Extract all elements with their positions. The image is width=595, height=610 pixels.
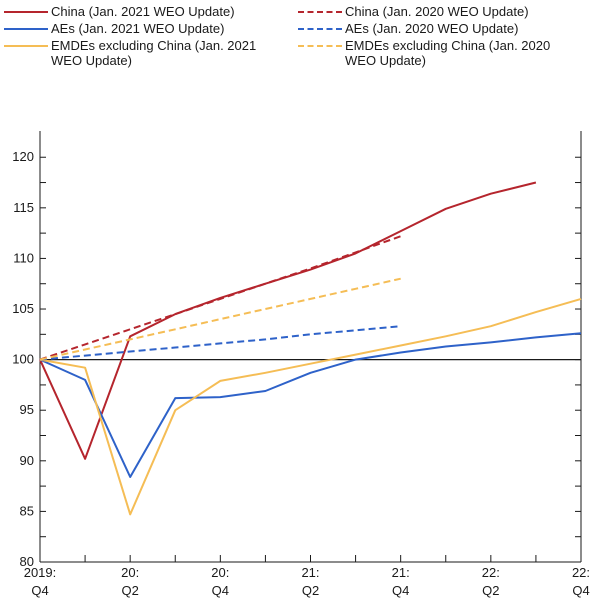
legend-label-emdes-excluding-china-jan-2021-weo-update: EMDEs excluding China (Jan. 2021 WEO Upda…: [51, 38, 256, 68]
legend-label-line: AEs (Jan. 2021 WEO Update): [51, 21, 225, 36]
series-line-china-jan-2021-weo-update: [39, 181, 537, 460]
y-tick-label: 95: [20, 402, 34, 417]
legend-label-line: WEO Update): [51, 53, 132, 68]
legend-swatch-emdes-excluding-china-jan-2021-weo-update: [4, 45, 48, 47]
series-line-aes-jan-2021-weo-update: [39, 332, 582, 478]
legend-label-line: EMDEs excluding China (Jan. 2021: [51, 38, 257, 53]
series-line-emdes-excluding-china-jan-2020-weo-update: [39, 277, 401, 361]
legend-label-line: WEO Update): [345, 53, 426, 68]
legend-label-china-jan-2020-weo-update: China (Jan. 2020 WEO Update): [345, 4, 529, 19]
x-tick-label: 2019: Q4: [24, 565, 57, 598]
legend-label-line: China (Jan. 2020 WEO Update): [345, 4, 529, 19]
legend-swatch-aes-jan-2021-weo-update: [4, 28, 48, 30]
legend-swatch-china-jan-2020-weo-update: [298, 11, 342, 13]
y-tick-label: 105: [12, 301, 34, 316]
y-tick-label: 120: [12, 149, 34, 164]
x-tick-label: 20: Q2: [121, 565, 139, 598]
legend-label-aes-jan-2020-weo-update: AEs (Jan. 2020 WEO Update): [345, 21, 518, 36]
legend-label-line: AEs (Jan. 2020 WEO Update): [345, 21, 519, 36]
x-tick-label: 21: Q4: [392, 565, 410, 598]
y-tick-label: 110: [13, 250, 34, 265]
legend-swatch-emdes-excluding-china-jan-2020-weo-update: [298, 45, 342, 47]
x-tick-label: 20: Q4: [211, 565, 229, 598]
chart-series: [39, 181, 582, 516]
series-line-emdes-excluding-china-jan-2021-weo-update: [39, 297, 582, 516]
legend-label-line: China (Jan. 2021 WEO Update): [51, 4, 235, 19]
y-tick-label: 100: [12, 352, 34, 367]
y-tick-label: 80: [20, 554, 34, 569]
series-line-aes-jan-2020-weo-update: [39, 325, 401, 361]
legend-swatch-china-jan-2021-weo-update: [4, 11, 48, 13]
x-tick-label: 22: Q4: [572, 565, 590, 598]
legend-label-china-jan-2021-weo-update: China (Jan. 2021 WEO Update): [51, 4, 235, 19]
y-tick-label: 90: [20, 453, 34, 468]
x-tick-label: 21: Q2: [301, 565, 319, 598]
y-tick-label: 115: [13, 200, 34, 215]
legend-swatch-aes-jan-2020-weo-update: [298, 28, 342, 30]
chart-axes: 80 85 90 95 100 105 110 115 120 2019: Q4 20: Q2 20: Q4…: [12, 131, 590, 598]
legend-label-aes-jan-2021-weo-update: AEs (Jan. 2021 WEO Update): [51, 21, 224, 36]
legend-label-emdes-excluding-china-jan-2020-weo-update: EMDEs excluding China (Jan. 2020 WEO Upda…: [345, 38, 550, 68]
x-tick-label: 22: Q2: [482, 565, 500, 598]
series-line-china-jan-2020-weo-update: [39, 235, 402, 361]
legend-label-line: EMDEs excluding China (Jan. 2020: [345, 38, 551, 53]
y-tick-label: 85: [20, 503, 34, 518]
